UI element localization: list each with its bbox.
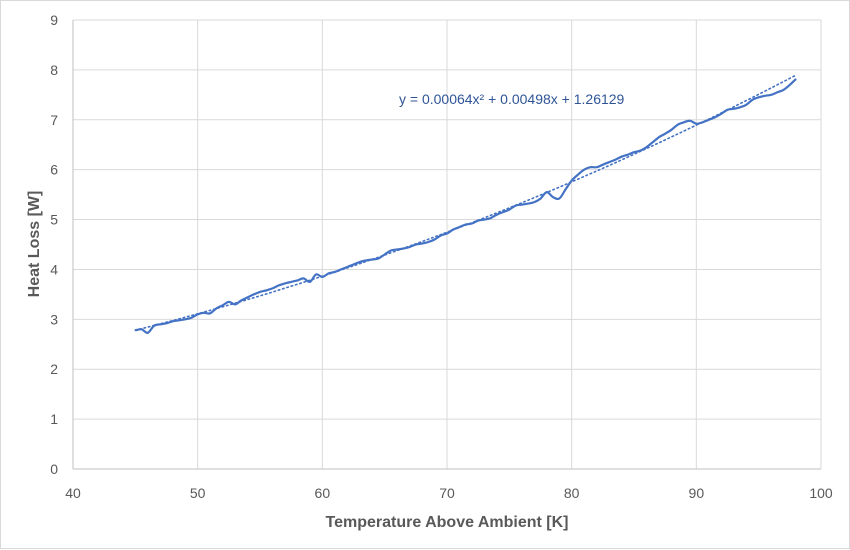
x-tick-label: 100: [809, 485, 833, 501]
x-tick-label: 60: [315, 485, 331, 501]
plot-area: [134, 74, 797, 334]
y-tick-label: 4: [50, 261, 58, 277]
y-tick-label: 1: [50, 411, 58, 427]
y-tick-label: 6: [50, 162, 58, 178]
x-tick-label: 80: [564, 485, 580, 501]
y-tick-label: 5: [50, 212, 58, 228]
y-tick-label: 3: [50, 311, 58, 327]
y-tick-label: 9: [50, 12, 58, 28]
y-tick-label: 0: [50, 461, 58, 477]
x-tick-label: 90: [689, 485, 705, 501]
gridlines: [73, 19, 822, 469]
x-tick-label: 70: [439, 485, 455, 501]
y-tick-label: 8: [50, 62, 58, 78]
x-tick-labels: 40 50 60 70 80 90 100: [65, 485, 833, 501]
polynomial-trendline: [134, 74, 797, 331]
x-axis-title: Temperature Above Ambient [K]: [326, 514, 569, 531]
trendline-equation: y = 0.00064x² + 0.00498x + 1.26129: [399, 91, 625, 107]
y-tick-label: 2: [50, 361, 58, 377]
y-tick-label: 7: [50, 112, 58, 128]
y-tick-labels: 0 1 2 3 4 5 6 7 8 9: [50, 12, 58, 477]
axes: [72, 20, 821, 470]
x-tick-label: 50: [190, 485, 206, 501]
y-axis-title: Heat Loss [W]: [26, 191, 43, 298]
heat-loss-series-line: [135, 78, 797, 334]
x-tick-label: 40: [65, 485, 81, 501]
